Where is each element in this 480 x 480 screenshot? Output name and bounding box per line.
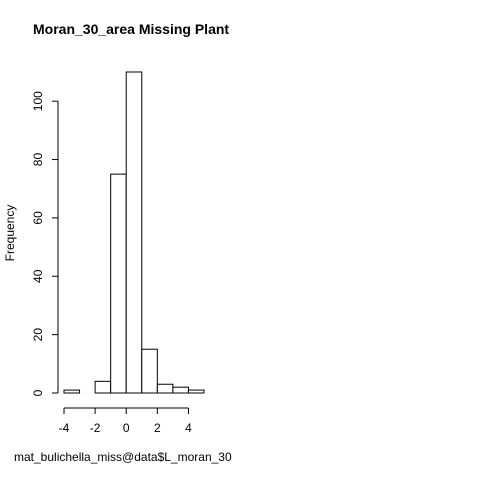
chart-title: Moran_30_area Missing Plant <box>33 21 230 37</box>
histogram-bar <box>187 389 205 394</box>
y-tick-label: 100 <box>31 91 45 111</box>
y-tick-label: 60 <box>31 211 45 225</box>
histogram-bar <box>94 380 112 394</box>
histogram-bar <box>141 348 158 394</box>
y-tick-label: 20 <box>31 328 45 342</box>
x-tick-label: 4 <box>185 421 192 435</box>
histogram-bar <box>125 71 143 394</box>
y-tick-label: 0 <box>31 389 45 396</box>
histogram-bar <box>63 389 81 394</box>
x-tick-label: -4 <box>59 421 70 435</box>
histogram-bar <box>156 383 174 394</box>
histogram-bar <box>172 386 189 394</box>
x-tick-label: 0 <box>123 421 130 435</box>
x-tick-label: 2 <box>154 421 161 435</box>
histogram-bar <box>110 173 127 394</box>
y-tick-label: 80 <box>31 153 45 167</box>
y-tick-label: 40 <box>31 269 45 283</box>
x-axis-label: mat_bulichella_miss@data$L_moran_30 <box>14 450 232 464</box>
x-tick-label: -2 <box>90 421 101 435</box>
